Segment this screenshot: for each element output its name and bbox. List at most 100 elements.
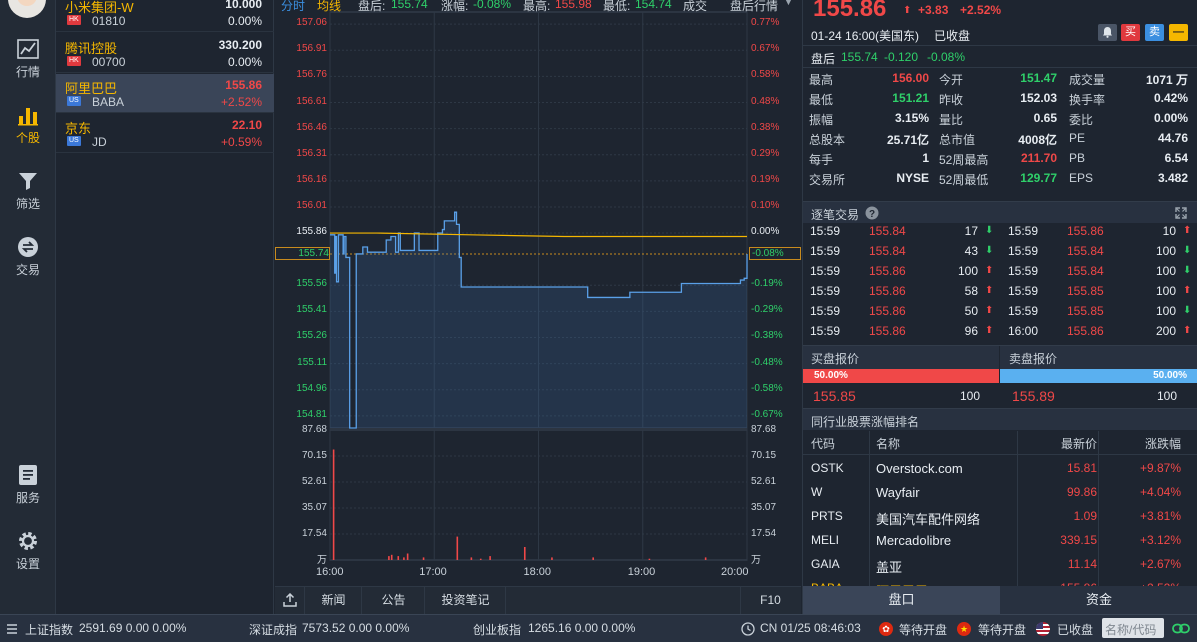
help-icon[interactable]: ? — [865, 206, 879, 220]
tick-volume: 100 — [1155, 244, 1176, 258]
after-hours-label: 盘后 — [811, 52, 836, 66]
tick-price: 155.86 — [869, 324, 906, 338]
nav-item-service[interactable]: 服务 — [0, 464, 56, 506]
volume-tick-label-right: 17.54 — [751, 528, 777, 539]
tab-f10[interactable]: F10 — [740, 587, 800, 614]
bell-icon[interactable] — [1098, 24, 1117, 41]
sz-index-label[interactable]: 深证成指 — [249, 623, 298, 637]
stock-change: +3.81% — [1139, 509, 1181, 523]
nav-item-settings[interactable]: 设置 — [0, 530, 56, 572]
chg-label: 涨幅: — [441, 0, 469, 12]
divider — [803, 45, 1197, 46]
industry-header-row: 代码 名称 最新价 涨跌幅 — [803, 431, 1197, 455]
column-header[interactable]: 涨跌幅 — [1144, 437, 1181, 451]
tab-announcements[interactable]: 公告 — [363, 587, 425, 614]
tick-price: 155.84 — [1067, 264, 1104, 278]
market-badge: US — [67, 136, 81, 146]
industry-row[interactable]: GAIA 盖亚 11.14 +2.67% — [803, 552, 1197, 576]
filter-icon — [19, 173, 37, 190]
industry-row[interactable]: MELI Mercadolibre 339.15 +3.12% — [803, 528, 1197, 552]
industry-row[interactable]: BABA 阿里巴巴 155.86 +2.52% — [803, 576, 1197, 586]
tick-volume: 100 — [957, 264, 978, 278]
price-tick-label: 155.41 — [296, 304, 327, 316]
nav-item-filter[interactable]: 筛选 — [0, 170, 56, 212]
link-icon[interactable] — [1172, 623, 1190, 634]
tick-volume: 200 — [1155, 324, 1176, 338]
tab-intraday[interactable]: 分时 — [281, 0, 306, 12]
tick-time: 15:59 — [1008, 244, 1039, 258]
bid-bar: 50.00% — [803, 369, 999, 383]
nav-item-market[interactable]: 行情 — [0, 38, 56, 80]
stock-name: Overstock.com — [876, 461, 963, 476]
volume-tick-label-right: 87.68 — [751, 424, 777, 435]
price-tick-label: 155.74 — [275, 246, 330, 260]
export-icon[interactable] — [275, 587, 305, 614]
pct-tick-label: -0.48% — [751, 356, 783, 368]
after-value: 155.74 — [391, 0, 428, 11]
search-input[interactable]: 名称/代码 — [1102, 618, 1164, 638]
sh-index-label[interactable]: 上证指数 — [25, 623, 74, 637]
tab-news[interactable]: 新闻 — [306, 587, 362, 614]
divider — [803, 67, 1197, 68]
industry-row[interactable]: OSTK Overstock.com 15.81 +9.87% — [803, 456, 1197, 480]
arrow-down-icon: ⬇ — [1183, 265, 1192, 276]
sell-button[interactable]: 卖 — [1145, 24, 1164, 41]
cn-market-status: 等待开盘 — [978, 623, 1027, 637]
volume-tick-label-right: 35.07 — [751, 502, 777, 513]
stat-value: 0.42% — [1153, 91, 1188, 105]
tick-volume: 10 — [1162, 224, 1176, 238]
stat-label: EPS — [1069, 171, 1094, 185]
stat-label: 最高 — [809, 73, 834, 87]
stat-label: PB — [1069, 151, 1086, 165]
industry-row[interactable]: W Wayfair 99.86 +4.04% — [803, 480, 1197, 504]
nav-item-stock[interactable]: 个股 — [0, 104, 56, 146]
bid-title: 买盘报价 — [811, 352, 860, 366]
column-header[interactable]: 最新价 — [1060, 437, 1097, 451]
stock-price: 330.200 — [218, 38, 262, 52]
stat-label: PE — [1069, 131, 1086, 145]
tick-volume: 100 — [1155, 304, 1176, 318]
column-header[interactable]: 代码 — [811, 437, 836, 451]
stock-change: +3.12% — [1139, 533, 1181, 547]
arrow-up-icon: ⬆ — [1183, 325, 1192, 336]
price-tick-label: 156.46 — [296, 121, 327, 133]
after-hours-menu[interactable]: 盘后行情 — [730, 0, 779, 12]
stock-price: 99.86 — [1066, 485, 1097, 499]
chevron-down-icon[interactable]: ▼ — [784, 0, 793, 7]
nav-item-trade[interactable]: 交易 — [0, 236, 56, 278]
list-icon[interactable] — [6, 623, 18, 635]
tick-time: 15:59 — [1008, 284, 1039, 298]
tab-ma[interactable]: 均线 — [317, 0, 342, 12]
chart-canvas — [329, 11, 748, 561]
minus-icon[interactable]: — — [1169, 24, 1188, 41]
tab-funds[interactable]: 资金 — [1000, 586, 1197, 614]
expand-icon[interactable] — [1175, 207, 1187, 219]
tick-price: 155.85 — [1067, 284, 1104, 298]
tab-notes[interactable]: 投资笔记 — [426, 587, 506, 614]
price-line — [330, 211, 748, 429]
hk-market-status: 等待开盘 — [899, 623, 948, 637]
column-divider — [1098, 431, 1099, 586]
watchlist-item[interactable]: 腾讯控股 330.200 HK 00700 0.00% — [56, 34, 274, 73]
stock-code: OSTK — [811, 461, 844, 475]
stock-change: +0.59% — [220, 135, 262, 149]
volume-bar — [489, 556, 491, 560]
pct-tick-label: 0.29% — [751, 147, 780, 159]
tick-volume: 17 — [964, 224, 978, 238]
watchlist-item[interactable]: 小米集团-W 10.000 HK 01810 0.00% — [56, 0, 274, 32]
avatar[interactable] — [8, 0, 46, 18]
stock-name: 小米集团-W — [65, 0, 134, 15]
tick-time: 15:59 — [810, 324, 841, 338]
intraday-chart[interactable]: 分时 均线 盘后: 155.74 涨幅: -0.08% 最高: 155.98 最… — [275, 0, 801, 585]
volume-bar — [397, 556, 400, 560]
buy-button[interactable]: 买 — [1121, 24, 1140, 41]
nav-label: 服务 — [15, 491, 40, 505]
industry-row[interactable]: PRTS 美国汽车配件网络 1.09 +3.81% — [803, 504, 1197, 528]
watchlist-item-selected[interactable]: 阿里巴巴 155.86 US BABA +2.52% — [56, 74, 274, 113]
tab-orderbook[interactable]: 盘口 — [803, 586, 1000, 614]
volume-bar — [523, 547, 526, 560]
cy-index-label[interactable]: 创业板指 — [473, 623, 522, 637]
column-header[interactable]: 名称 — [876, 437, 901, 451]
arrow-down-icon: ⬇ — [985, 225, 994, 236]
watchlist-item[interactable]: 京东 22.10 US JD +0.59% — [56, 114, 274, 153]
